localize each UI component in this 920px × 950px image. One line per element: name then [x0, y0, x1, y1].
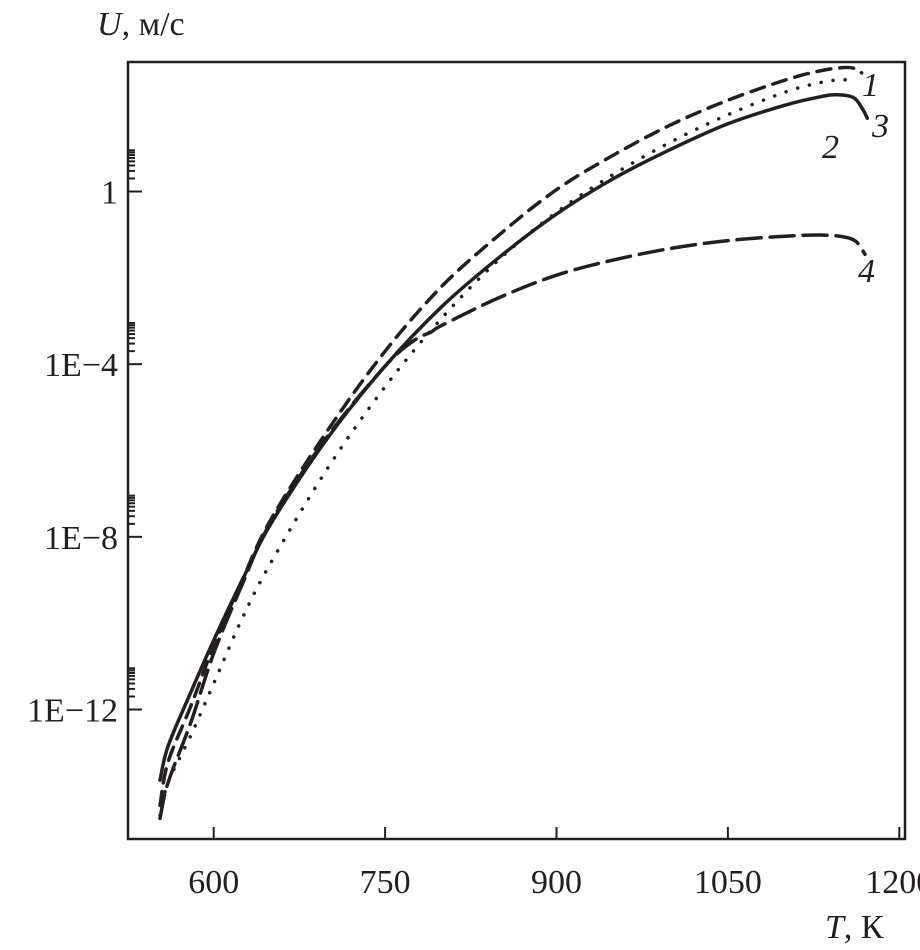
curve-labels: 123 4 — [822, 67, 889, 290]
x-axis: 600 750 900 1050 1200 — [188, 827, 920, 901]
y-tick-label-2: 1E−8 — [44, 520, 118, 557]
y-axis-title: U, м/с — [97, 6, 185, 43]
curve-label-4: 4 — [858, 253, 875, 290]
y-tick-label-3: 1E−12 — [27, 693, 118, 730]
curve-label-3: 3 — [871, 108, 889, 145]
series-line-2 — [158, 92, 870, 782]
series-line-1 — [158, 65, 864, 808]
series-line-4 — [158, 233, 867, 821]
series-line-3 — [158, 77, 854, 818]
x-tick-label-4: 1200 — [865, 864, 920, 901]
x-tick-label-0: 600 — [188, 864, 239, 901]
y-tick-label-1: 1E−4 — [44, 347, 118, 384]
x-tick-label-3: 1050 — [694, 864, 762, 901]
curve-label-2: 2 — [822, 129, 839, 166]
y-tick-label-0: 1 — [101, 175, 118, 212]
curve-label-1: 1 — [862, 67, 879, 104]
x-tick-label-1: 750 — [360, 864, 411, 901]
x-axis-title: T, К — [825, 909, 884, 946]
y-axis: 1 1E−4 1E−8 1E−12 — [27, 149, 142, 730]
plot-frame — [126, 60, 907, 841]
x-tick-label-2: 900 — [531, 864, 582, 901]
series-group — [158, 65, 870, 821]
